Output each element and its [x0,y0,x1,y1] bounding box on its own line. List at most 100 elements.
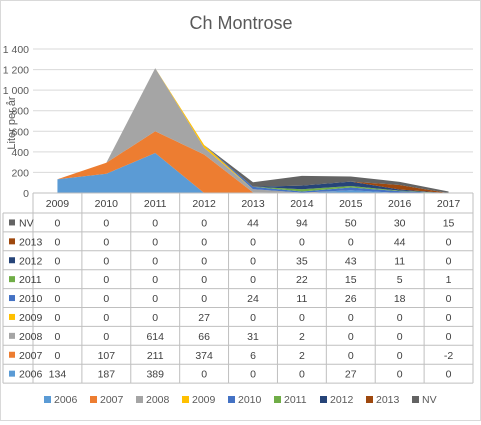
legend-label: NV [422,394,437,406]
table-cell-value: 0 [55,217,61,229]
table-legend-key [9,332,15,339]
y-tick-label: 200 [11,167,29,179]
legend-key [90,396,97,403]
table-cell-value: 0 [152,312,158,324]
table-cell-value: 0 [103,274,109,286]
plot-areas [57,68,449,194]
table-cell-value: 0 [397,312,403,324]
table-legend-key [9,257,15,264]
table-cell-value: 30 [394,217,406,229]
table-legend-key [9,351,15,358]
x-tick-label: 2010 [95,198,119,210]
y-tick-label: 0 [23,188,29,200]
table-row-label: 2007 [19,350,43,362]
table-cell-value: 94 [296,217,308,229]
legend-key [136,396,143,403]
chart-title: Ch Montrose [189,13,292,33]
table-cell-value: 2 [299,350,305,362]
table-cell-value: 0 [348,331,354,343]
legend-key [366,396,373,403]
table-cell-value: 0 [446,293,452,305]
table-cell-value: 389 [146,369,164,381]
table-row-label: 2013 [19,236,43,248]
table-cell-value: 134 [49,369,67,381]
table-cell-value: 0 [446,312,452,324]
table-cell-value: 0 [152,255,158,267]
legend: 2006 2007 2008 2009 2010 2011 2012 2013 NV [44,394,437,406]
area-series-2006 [57,152,449,193]
table-cell-value: 0 [55,293,61,305]
legend-label: 2008 [146,394,170,406]
table-cell-value: 0 [152,217,158,229]
y-tick-label: 1 000 [3,85,29,97]
table-cell-value: 0 [446,331,452,343]
legend-label: 2009 [192,394,216,406]
table-row-label: 2008 [19,331,43,343]
table-cell-value: 0 [201,293,207,305]
legend-key [412,396,419,403]
table-cell-value: 0 [348,236,354,248]
table-cell-value: 0 [103,236,109,248]
table-cell-value: 11 [296,293,307,305]
table-cell-value: 31 [247,331,259,343]
table-cell-value: 0 [55,350,61,362]
table-legend-key [9,219,15,226]
legend-label: 2006 [54,394,78,406]
y-tick-label: 1 200 [3,65,29,77]
x-tick-label: 2015 [339,198,363,210]
table-cell-value: 0 [201,369,207,381]
x-tick-label: 2014 [290,198,314,210]
area-series-2007 [57,131,449,194]
y-axis-ticks: 0 200 400 600 800 1 000 1 200 1 400 [3,44,29,200]
table-cell-value: 0 [299,236,305,248]
x-tick-label: 2012 [192,198,216,210]
table-cell-value: 0 [55,255,61,267]
table-cell-value: -2 [444,350,453,362]
x-tick-label: 2016 [388,198,412,210]
table-cell-value: 15 [345,274,357,286]
area-series-2008 [57,68,449,194]
table-cell-value: 11 [394,255,405,267]
legend-label: 2011 [284,394,307,406]
x-tick-label: 2013 [241,198,265,210]
table-cell-value: 0 [201,236,207,248]
table-cell-value: 0 [446,236,452,248]
y-tick-label: 400 [11,147,29,159]
table-cell-value: 44 [394,236,406,248]
table-cell-value: 0 [299,312,305,324]
table-row-label: 2010 [19,293,43,305]
legend-key [320,396,327,403]
table-cell-value: 0 [250,255,256,267]
legend-label: 2010 [238,394,262,406]
table-cell-value: 35 [296,255,308,267]
table-cell-value: 27 [345,369,357,381]
table-cell-value: 0 [201,217,207,229]
table-cell-value: 0 [152,274,158,286]
legend-label: 2013 [376,394,400,406]
table-cell-value: 0 [201,274,207,286]
table-cell-value: 107 [98,350,116,362]
table-legend-key [9,370,15,377]
table-cell-value: 24 [247,293,259,305]
table-cell-value: 0 [446,369,452,381]
table-row-label: 2012 [19,255,43,267]
table-cell-value: 2 [299,331,305,343]
table-cell-value: 187 [98,369,116,381]
table-row-label: 2011 [19,274,42,286]
table-cell-value: 66 [198,331,210,343]
table-cell-value: 0 [103,293,109,305]
table-cell-value: 0 [250,312,256,324]
table-cell-value: 0 [250,274,256,286]
table-cell-value: 22 [296,274,308,286]
table-cell-value: 0 [152,236,158,248]
table-cell-value: 26 [345,293,357,305]
table-row-label: 2006 [19,369,43,381]
table-cell-value: 0 [201,255,207,267]
table-cell-value: 0 [152,293,158,305]
table-cell-value: 43 [345,255,357,267]
table-cell-value: 0 [299,369,305,381]
table-cell-value: 0 [103,255,109,267]
